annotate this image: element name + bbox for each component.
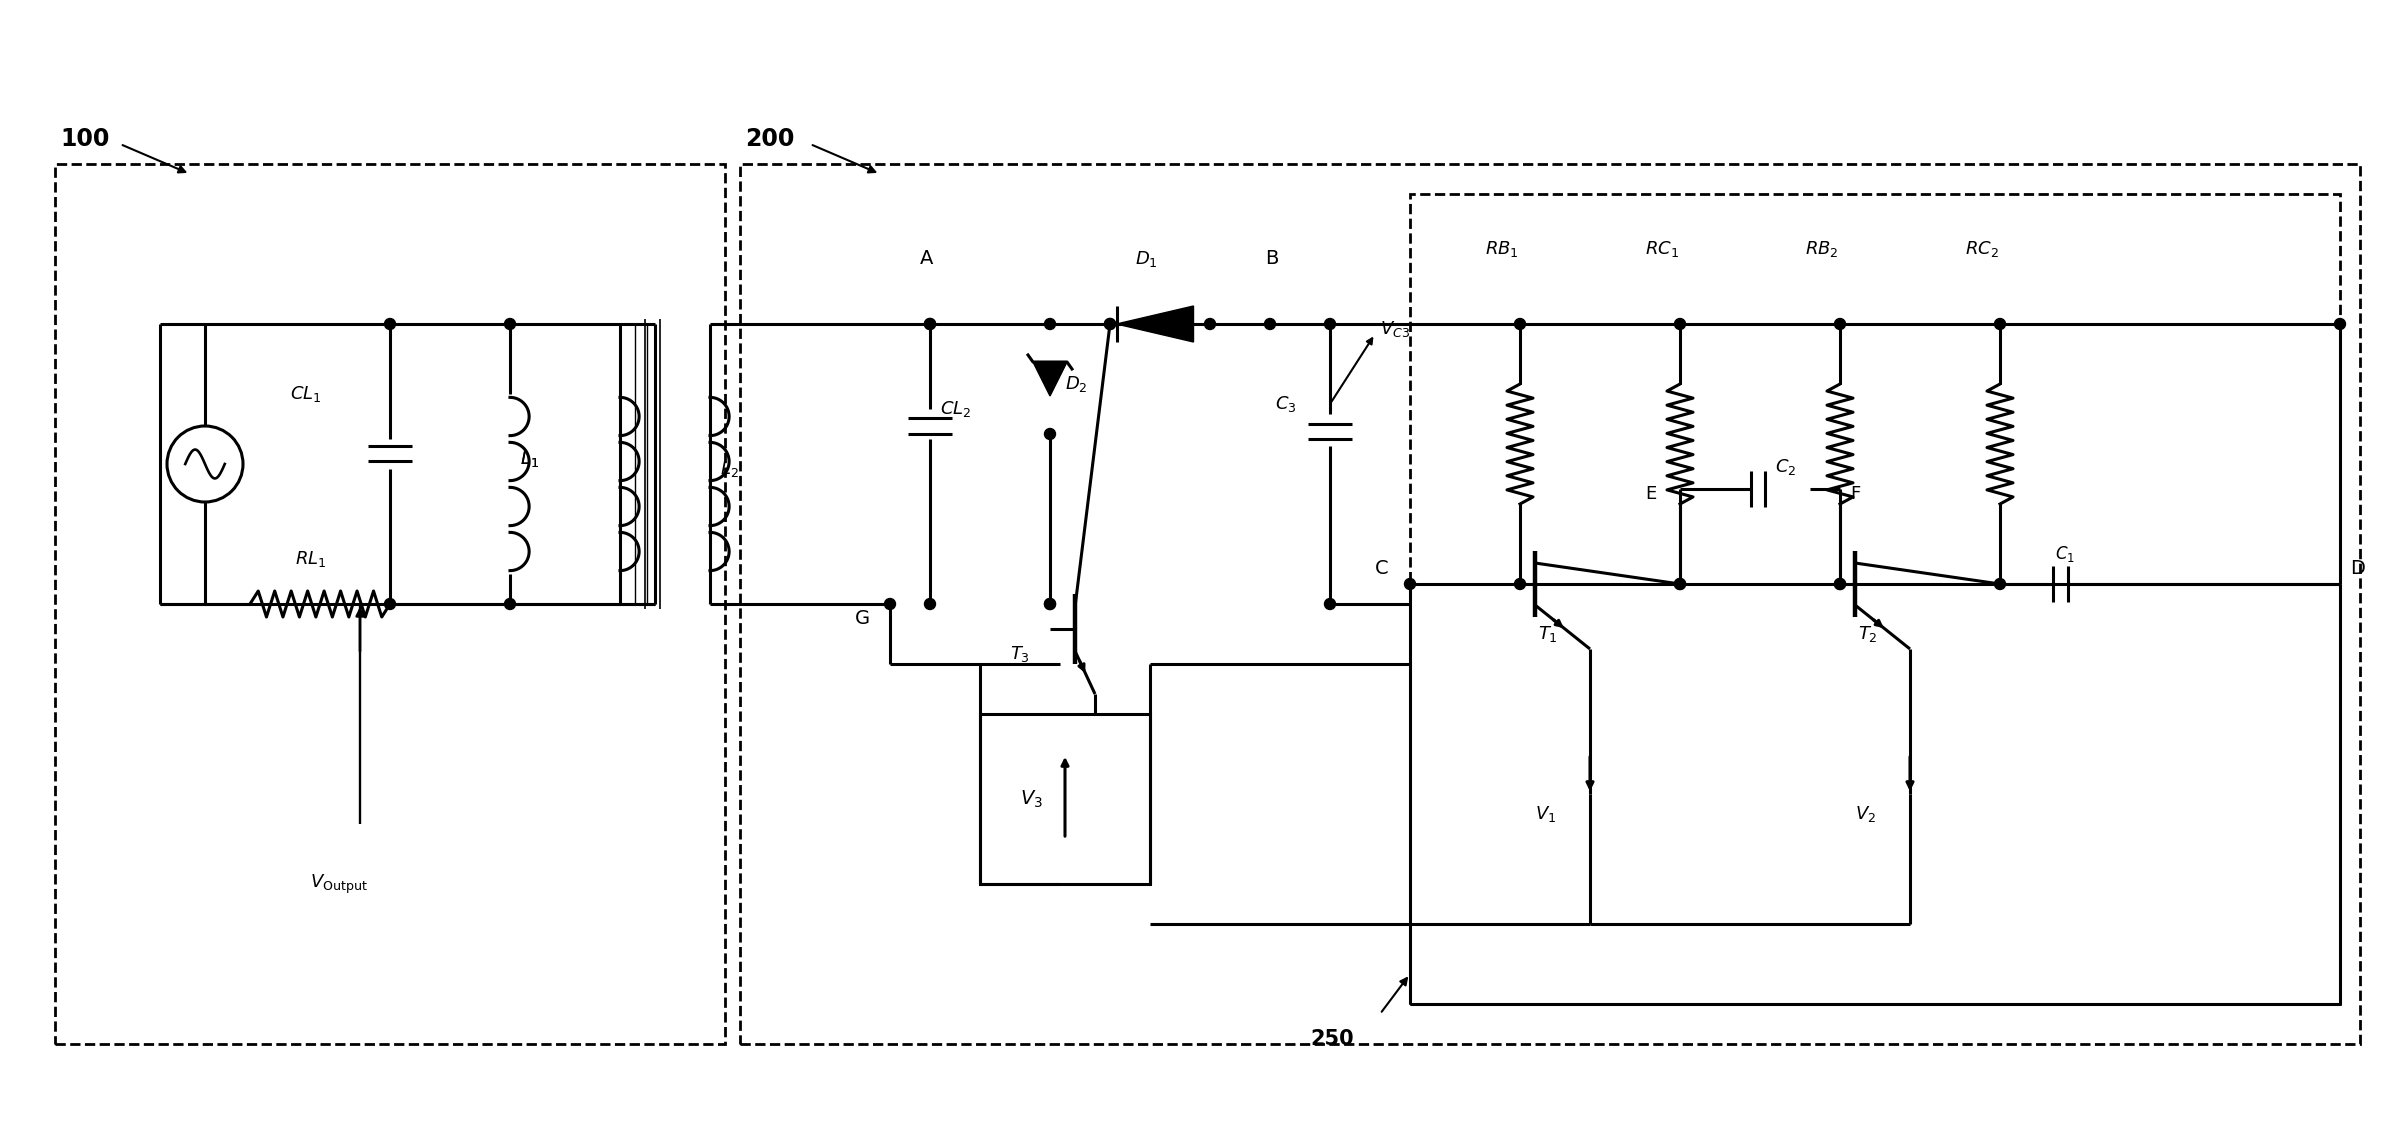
Text: $V_3$: $V_3$ (1021, 788, 1042, 810)
Text: $L_2$: $L_2$ (721, 459, 740, 479)
Circle shape (504, 318, 516, 329)
Circle shape (1674, 579, 1686, 589)
Circle shape (1405, 579, 1415, 589)
Circle shape (1263, 318, 1275, 329)
Text: $T_3$: $T_3$ (1009, 644, 1030, 664)
Text: $RB_2$: $RB_2$ (1804, 239, 1838, 259)
Text: D: D (2349, 559, 2366, 579)
Circle shape (925, 318, 934, 329)
Text: A: A (920, 249, 934, 269)
Circle shape (884, 598, 896, 610)
Text: $V_1$: $V_1$ (1535, 804, 1556, 824)
Text: 200: 200 (745, 127, 795, 151)
Circle shape (384, 318, 396, 329)
Text: $CL_2$: $CL_2$ (939, 399, 970, 419)
Text: $L_1$: $L_1$ (519, 448, 538, 469)
Circle shape (1835, 579, 1845, 589)
Text: $D_1$: $D_1$ (1136, 249, 1158, 269)
Circle shape (1674, 318, 1686, 329)
Circle shape (2335, 318, 2344, 329)
Circle shape (1835, 318, 1845, 329)
Text: $RL_1$: $RL_1$ (295, 549, 327, 569)
Text: C: C (1374, 559, 1388, 579)
Circle shape (1045, 598, 1054, 610)
Polygon shape (1033, 362, 1066, 396)
Text: G: G (855, 610, 870, 628)
Text: $CL_1$: $CL_1$ (291, 384, 322, 404)
Text: $T_2$: $T_2$ (1859, 623, 1878, 644)
Circle shape (1516, 318, 1525, 329)
Text: $V_{\mathrm{Output}}$: $V_{\mathrm{Output}}$ (310, 873, 368, 896)
Text: $RC_1$: $RC_1$ (1645, 239, 1679, 259)
Text: $V_{C3}$: $V_{C3}$ (1381, 319, 1410, 339)
Circle shape (1045, 598, 1054, 610)
Text: 100: 100 (60, 127, 110, 151)
Text: $V_2$: $V_2$ (1854, 804, 1876, 824)
Circle shape (1835, 579, 1845, 589)
Text: $RC_2$: $RC_2$ (1965, 239, 1998, 259)
Polygon shape (1117, 305, 1194, 342)
Circle shape (1324, 318, 1336, 329)
Text: $D_2$: $D_2$ (1064, 374, 1088, 394)
Text: F: F (1850, 485, 1859, 503)
Circle shape (1045, 318, 1054, 329)
Text: E: E (1645, 485, 1657, 503)
Circle shape (1994, 318, 2006, 329)
Text: $C_1$: $C_1$ (2056, 545, 2075, 564)
Text: $C_2$: $C_2$ (1775, 456, 1797, 477)
Circle shape (1203, 318, 1215, 329)
Circle shape (1105, 318, 1115, 329)
Text: 250: 250 (1309, 1028, 1355, 1049)
Circle shape (1674, 579, 1686, 589)
Text: $C_3$: $C_3$ (1275, 394, 1297, 414)
Circle shape (1105, 318, 1115, 329)
Text: $L_1$: $L_1$ (519, 448, 538, 469)
Circle shape (504, 598, 516, 610)
Circle shape (1045, 429, 1054, 439)
Circle shape (1516, 579, 1525, 589)
Circle shape (925, 318, 934, 329)
Text: $RB_1$: $RB_1$ (1484, 239, 1518, 259)
Text: B: B (1266, 249, 1278, 269)
Text: $T_1$: $T_1$ (1537, 623, 1559, 644)
Circle shape (1994, 579, 2006, 589)
Circle shape (1324, 598, 1336, 610)
Circle shape (384, 598, 396, 610)
Circle shape (925, 598, 934, 610)
